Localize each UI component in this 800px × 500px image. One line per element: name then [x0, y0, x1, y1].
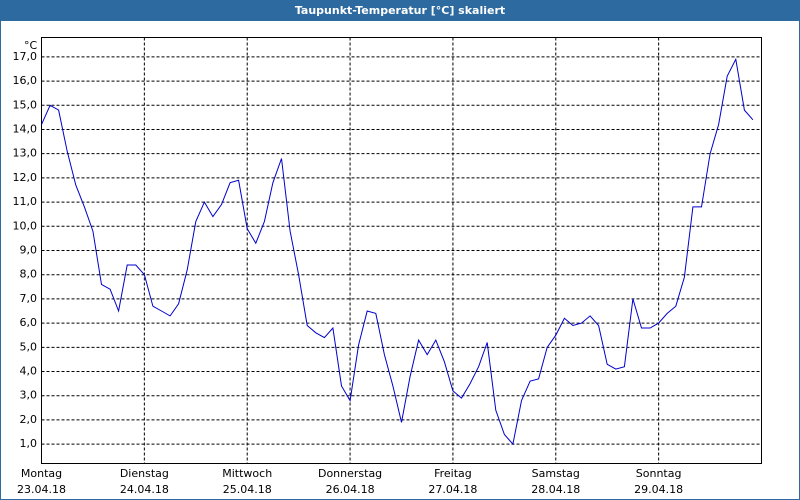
window-title: Taupunkt-Temperatur [°C] skaliert: [295, 4, 505, 17]
x-tick-date: 28.04.18: [531, 483, 580, 496]
y-tick-label: 2,0: [20, 413, 38, 426]
y-tick-label: 9,0: [20, 244, 38, 257]
x-tick-label: Mittwoch: [222, 467, 272, 480]
y-tick-label: 4,0: [20, 365, 38, 378]
x-tick-label: Donnerstag: [318, 467, 382, 480]
x-tick-date: 27.04.18: [428, 483, 477, 496]
y-tick-label: 7,0: [20, 292, 38, 305]
x-tick-date: 29.04.18: [634, 483, 683, 496]
title-bar: [0, 0, 800, 21]
y-tick-label: 1,0: [20, 437, 38, 450]
y-tick-label: 14,0: [13, 122, 38, 135]
x-tick-date: 23.04.18: [17, 483, 66, 496]
y-tick-label: 12,0: [13, 171, 38, 184]
x-tick-label: Samstag: [532, 467, 580, 480]
x-tick-label: Dienstag: [120, 467, 169, 480]
x-tick-label: Sonntag: [636, 467, 682, 480]
x-tick-date: 25.04.18: [223, 483, 272, 496]
y-tick-label: 8,0: [20, 268, 38, 281]
x-tick-label: Montag: [21, 467, 62, 480]
y-tick-label: 15,0: [13, 98, 38, 111]
y-unit: °C: [24, 39, 38, 52]
x-tick-date: 26.04.18: [326, 483, 375, 496]
y-tick-label: 17,0: [13, 50, 38, 63]
y-tick-label: 13,0: [13, 147, 38, 160]
x-tick-label: Freitag: [434, 467, 472, 480]
y-tick-label: 3,0: [20, 389, 38, 402]
y-tick-label: 6,0: [20, 316, 38, 329]
y-tick-label: 10,0: [13, 219, 38, 232]
y-tick-label: 16,0: [13, 74, 38, 87]
y-tick-label: 5,0: [20, 340, 38, 353]
y-tick-label: 11,0: [13, 195, 38, 208]
data-line: [41, 57, 754, 446]
x-tick-date: 24.04.18: [120, 483, 169, 496]
